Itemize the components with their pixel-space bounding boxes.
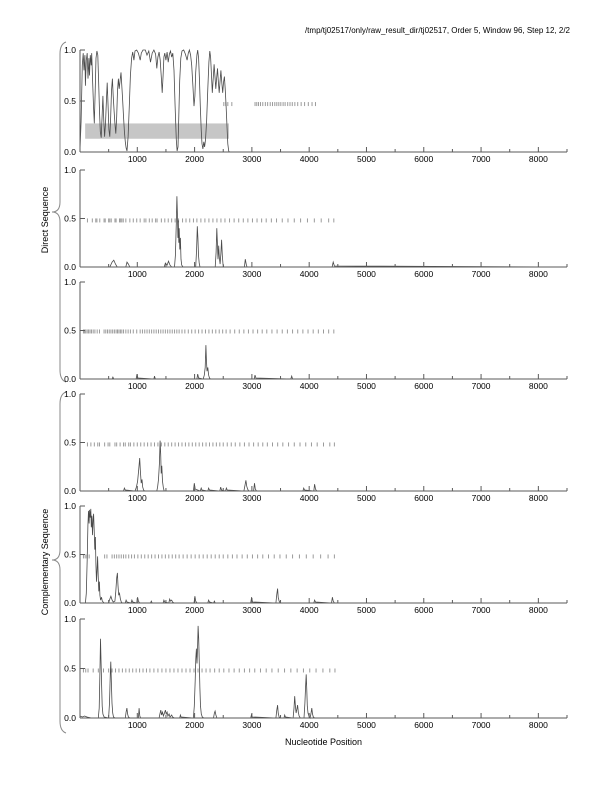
x-tick-label: 6000	[414, 493, 433, 503]
x-tick-label: 5000	[357, 493, 376, 503]
y-tick-label: 0.5	[64, 438, 76, 448]
x-tick-label: 5000	[357, 381, 376, 391]
x-tick-label: 7000	[472, 154, 491, 164]
panels-group: 1.0 0.5 0.0 1000 2000 3000 4000 5000 6000 7000 800…	[64, 45, 568, 730]
y-tick-label: 1.0	[64, 45, 76, 55]
x-tick-label: 3000	[242, 269, 261, 279]
x-tick-label: 2000	[185, 269, 204, 279]
x-tick-label: 3000	[242, 381, 261, 391]
x-tick-label: 8000	[529, 381, 548, 391]
x-axis-label: Nucleotide Position	[284, 737, 363, 747]
y-tick-label: 0.0	[64, 374, 76, 384]
direct-frame-3-curve	[80, 345, 567, 380]
x-tick-label: 8000	[529, 269, 548, 279]
x-tick-label: 4000	[300, 154, 319, 164]
x-tick-label: 7000	[472, 720, 491, 730]
x-tick-label: 4000	[300, 605, 319, 615]
y-tick-label: 0.0	[64, 262, 76, 272]
complementary-frame-1-curve	[80, 440, 567, 492]
complementary-frame-2-curve	[80, 508, 567, 604]
x-tick-label: 8000	[529, 720, 548, 730]
y-tick-label: 0.0	[64, 598, 76, 608]
y-tick-label: 1.0	[64, 614, 76, 624]
x-tick-label: 3000	[242, 154, 261, 164]
y-tick-label: 1.0	[64, 501, 76, 511]
y-tick-label: 0.5	[64, 664, 76, 674]
x-tick-label: 2000	[185, 605, 204, 615]
x-tick-label: 4000	[300, 493, 319, 503]
x-tick-label: 7000	[472, 381, 491, 391]
x-tick-label: 3000	[242, 605, 261, 615]
panel-complementary-frame-2: 1.0 0.5 0.0 1000 2000 3000 4000 5000 6000 7000 800…	[64, 501, 568, 615]
y-tick-label: 0.5	[64, 96, 76, 106]
direct-frame-2-curve	[80, 196, 568, 268]
x-tick-label: 2000	[185, 720, 204, 730]
x-tick-label: 1000	[128, 493, 147, 503]
x-tick-label: 6000	[414, 269, 433, 279]
x-tick-label: 5000	[357, 720, 376, 730]
x-tick-label: 7000	[472, 269, 491, 279]
x-tick-label: 2000	[185, 154, 204, 164]
panel-direct-frame-1: 1.0 0.5 0.0 1000 2000 3000 4000 5000 6000 7000 800…	[64, 45, 568, 164]
y-tick-label: 0.5	[64, 326, 76, 336]
x-tick-label: 5000	[357, 605, 376, 615]
x-tick-label: 4000	[300, 269, 319, 279]
x-tick-label: 6000	[414, 720, 433, 730]
panel-direct-frame-3: 1.0 0.5 0.0 1000 2000 3000 4000 5000 6000 7000 800…	[64, 277, 568, 391]
y-tick-label: 0.0	[64, 486, 76, 496]
x-tick-label: 4000	[300, 381, 319, 391]
x-tick-label: 1000	[128, 154, 147, 164]
x-tick-label: 6000	[414, 381, 433, 391]
x-tick-label: 1000	[128, 720, 147, 730]
y-tick-label: 1.0	[64, 389, 76, 399]
x-tick-label: 6000	[414, 154, 433, 164]
direct-frame-1-curve	[79, 48, 567, 153]
x-tick-label: 7000	[472, 493, 491, 503]
y-tick-label: 1.0	[64, 277, 76, 287]
x-tick-label: 8000	[529, 154, 548, 164]
x-tick-label: 6000	[414, 605, 433, 615]
y-tick-label: 0.5	[64, 550, 76, 560]
x-tick-label: 3000	[242, 493, 261, 503]
x-tick-label: 4000	[300, 720, 319, 730]
x-tick-label: 1000	[128, 605, 147, 615]
x-tick-label: 2000	[185, 493, 204, 503]
shaded-band	[85, 123, 229, 139]
direct-group-brace	[51, 41, 67, 383]
y-tick-label: 1.0	[64, 165, 76, 175]
x-tick-label: 5000	[357, 154, 376, 164]
x-tick-label: 1000	[128, 269, 147, 279]
complementary-frame-3-curve	[79, 625, 567, 720]
page-title: /tmp/tj02517/only/raw_result_dir/tj02517…	[304, 26, 570, 35]
y-tick-label: 0.0	[64, 713, 76, 723]
x-tick-label: 2000	[185, 381, 204, 391]
complementary-group-brace	[51, 391, 67, 734]
x-tick-label: 1000	[128, 381, 147, 391]
x-tick-label: 3000	[242, 720, 261, 730]
y-tick-label: 0.5	[64, 214, 76, 224]
x-tick-label: 5000	[357, 269, 376, 279]
panel-complementary-frame-1: 1.0 0.5 0.0 1000 2000 3000 4000 5000 6000 7000 800…	[64, 389, 568, 503]
x-tick-label: 8000	[529, 493, 548, 503]
direct-sequence-label: Direct Sequence	[40, 186, 50, 254]
x-tick-label: 7000	[472, 605, 491, 615]
x-tick-label: 8000	[529, 605, 548, 615]
complementary-sequence-label: Complementary Sequence	[40, 508, 50, 616]
panel-complementary-frame-3: 1.0 0.5 0.0 1000 2000 3000 4000 5000 6000 7000 800…	[64, 614, 568, 730]
y-tick-label: 0.0	[64, 147, 76, 157]
panel-direct-frame-2: 1.0 0.5 0.0 1000 2000 3000 4000 5000 6000 7000 800…	[64, 165, 568, 279]
